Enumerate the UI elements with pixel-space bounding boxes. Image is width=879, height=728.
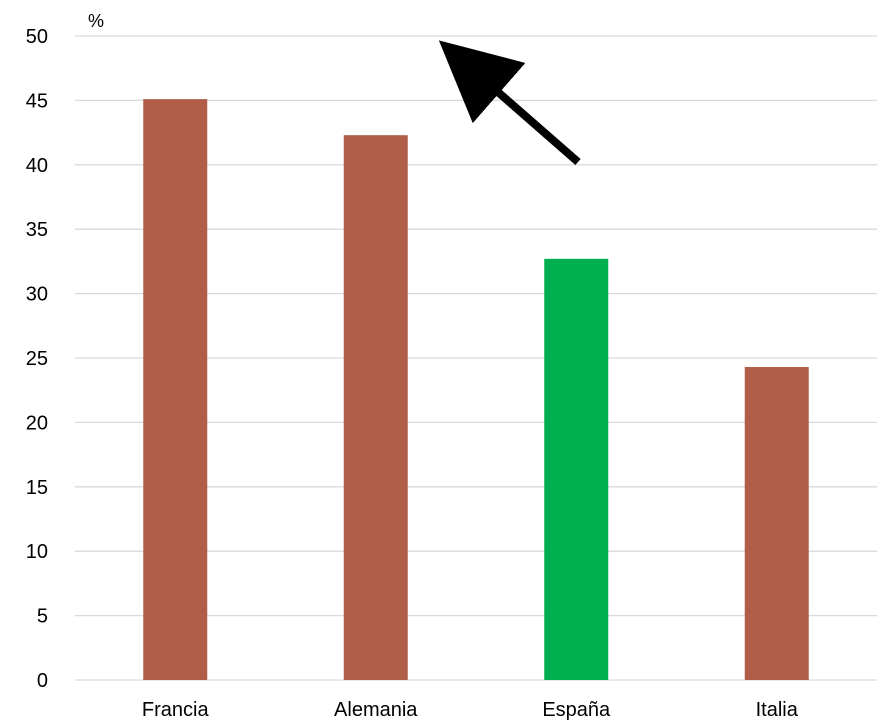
x-category-label: Alemania xyxy=(334,699,418,721)
y-tick-label: 40 xyxy=(26,155,48,177)
x-category-label: España xyxy=(542,699,611,721)
y-axis-tick-labels: 0 5 10 15 20 25 30 35 40 45 50 xyxy=(26,26,48,692)
annotation-arrow xyxy=(438,40,581,166)
y-tick-label: 45 xyxy=(26,90,48,112)
y-tick-label: 30 xyxy=(26,284,48,306)
bar-italia xyxy=(744,367,809,680)
y-tick-label: 20 xyxy=(26,412,48,434)
y-tick-label: 35 xyxy=(26,219,48,241)
bar-francia xyxy=(143,99,208,680)
y-tick-label: 25 xyxy=(26,348,48,370)
y-tick-label: 15 xyxy=(26,477,48,499)
gridlines xyxy=(75,35,877,681)
x-axis-category-labels: Francia Alemania España Italia xyxy=(142,699,799,721)
bar-españa xyxy=(544,258,609,680)
bar-alemania xyxy=(343,135,408,680)
bars xyxy=(143,99,809,680)
y-tick-label: 50 xyxy=(26,26,48,48)
y-tick-label: 10 xyxy=(26,541,48,563)
y-tick-label: 0 xyxy=(37,670,48,692)
y-tick-label: 5 xyxy=(37,606,48,628)
x-category-label: Italia xyxy=(756,699,799,721)
y-axis-unit-label: % xyxy=(88,11,104,31)
x-category-label: Francia xyxy=(142,699,210,721)
